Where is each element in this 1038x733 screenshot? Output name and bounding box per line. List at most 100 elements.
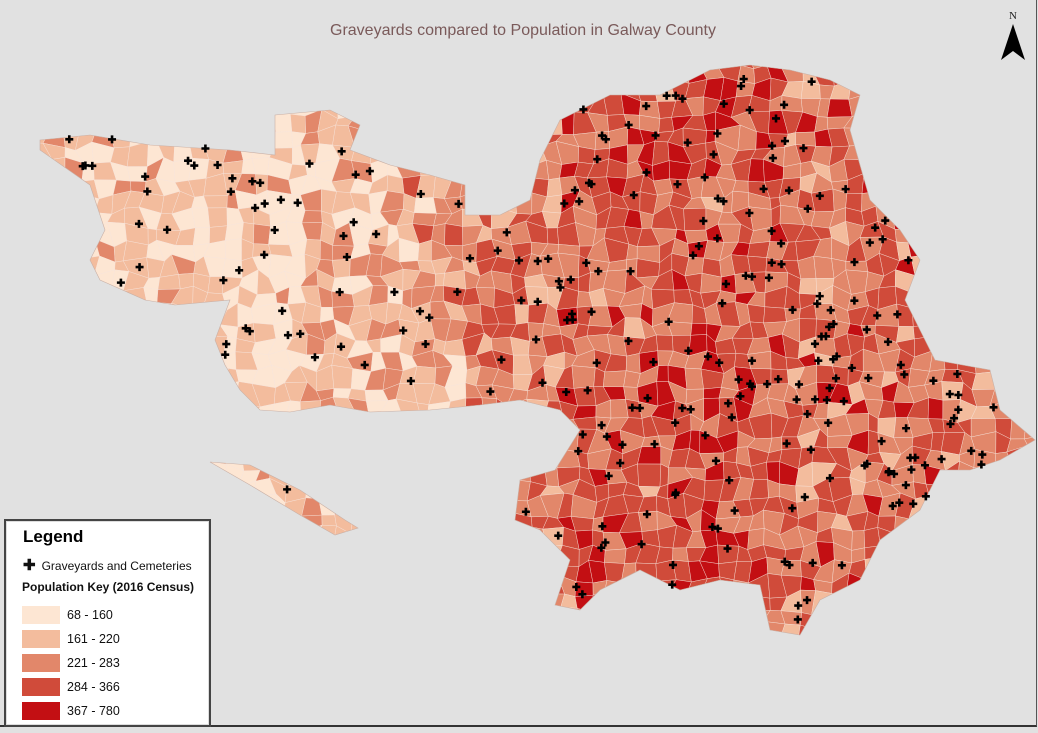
electoral-division [148, 129, 158, 143]
electoral-division [81, 370, 101, 387]
electoral-division [92, 482, 114, 500]
electoral-division [45, 431, 69, 452]
electoral-division [460, 66, 485, 85]
electoral-division [476, 528, 500, 550]
electoral-division [1019, 95, 1035, 120]
electoral-division [1021, 366, 1035, 391]
graveyard-marker [454, 199, 463, 208]
electoral-division [398, 573, 418, 599]
electoral-division [366, 77, 389, 102]
electoral-division [314, 542, 333, 565]
electoral-division [447, 445, 463, 472]
graveyard-marker [824, 418, 833, 427]
electoral-division [717, 606, 737, 630]
graveyard-marker [837, 561, 846, 570]
electoral-division [608, 656, 625, 677]
electoral-division [1004, 481, 1026, 503]
electoral-division [544, 637, 561, 656]
electoral-division [1006, 77, 1021, 102]
graveyard-marker [950, 414, 959, 423]
electoral-division [912, 206, 930, 230]
graveyard-marker [764, 273, 773, 282]
electoral-division [259, 446, 277, 471]
electoral-division [779, 65, 804, 72]
electoral-division [989, 112, 1011, 135]
electoral-division [44, 369, 69, 391]
graveyard-marker [668, 560, 677, 569]
electoral-division [365, 559, 381, 581]
graveyard-marker [780, 557, 789, 566]
electoral-division [172, 341, 192, 357]
electoral-division [415, 495, 435, 518]
electoral-division [141, 65, 165, 69]
electoral-division [956, 65, 976, 83]
graveyard-marker [143, 187, 152, 196]
electoral-division [987, 288, 1009, 308]
electoral-division [430, 643, 452, 659]
electoral-division [635, 65, 654, 84]
electoral-division [511, 144, 533, 166]
electoral-division [656, 365, 669, 382]
electoral-division [848, 637, 864, 660]
graveyard-marker [533, 297, 542, 306]
electoral-division [1004, 270, 1023, 293]
electoral-division [929, 192, 942, 210]
electoral-division [642, 655, 653, 678]
electoral-division [940, 205, 957, 225]
electoral-division [894, 77, 917, 100]
electoral-division [498, 547, 512, 564]
electoral-division [732, 592, 755, 615]
electoral-division [1020, 302, 1035, 322]
graveyard-marker [794, 601, 803, 610]
electoral-division [976, 625, 994, 635]
electoral-division [139, 353, 164, 376]
electoral-division [305, 78, 326, 96]
electoral-division [717, 639, 736, 662]
electoral-division [478, 480, 496, 495]
electoral-division [555, 428, 579, 453]
electoral-division [899, 672, 917, 692]
graveyard-marker [568, 309, 577, 318]
electoral-division [125, 318, 150, 343]
electoral-division [431, 657, 450, 678]
electoral-division [0, 81, 18, 101]
electoral-division [479, 626, 501, 635]
electoral-division [460, 78, 485, 102]
graveyard-marker [228, 174, 237, 183]
electoral-division [92, 414, 113, 435]
electoral-division [272, 509, 287, 535]
electoral-division [412, 365, 437, 384]
electoral-division [955, 291, 976, 304]
electoral-division [219, 532, 238, 549]
electoral-division [63, 98, 83, 118]
electoral-division [48, 102, 67, 118]
graveyard-marker [977, 460, 986, 469]
electoral-division [394, 127, 421, 148]
electoral-division [141, 413, 163, 438]
electoral-division [506, 398, 530, 423]
electoral-division [925, 594, 944, 608]
electoral-division [12, 339, 36, 354]
electoral-division [40, 353, 47, 372]
electoral-division [924, 638, 946, 658]
graveyard-marker [921, 492, 930, 501]
electoral-division [346, 606, 369, 625]
electoral-division [402, 595, 415, 612]
electoral-division [955, 527, 980, 548]
electoral-division [988, 181, 1012, 194]
graveyard-marker [747, 272, 756, 281]
electoral-division [1011, 257, 1029, 275]
electoral-division [653, 657, 675, 679]
electoral-division [994, 206, 1010, 225]
graveyard-marker [907, 465, 916, 474]
electoral-division [812, 674, 834, 691]
electoral-division [753, 657, 768, 675]
electoral-division [556, 656, 574, 675]
electoral-division [251, 622, 273, 635]
electoral-division [474, 145, 496, 167]
electoral-division [349, 558, 373, 581]
electoral-division [506, 526, 533, 551]
electoral-division [731, 640, 754, 662]
graveyard-marker [635, 404, 644, 413]
electoral-division [894, 99, 917, 115]
